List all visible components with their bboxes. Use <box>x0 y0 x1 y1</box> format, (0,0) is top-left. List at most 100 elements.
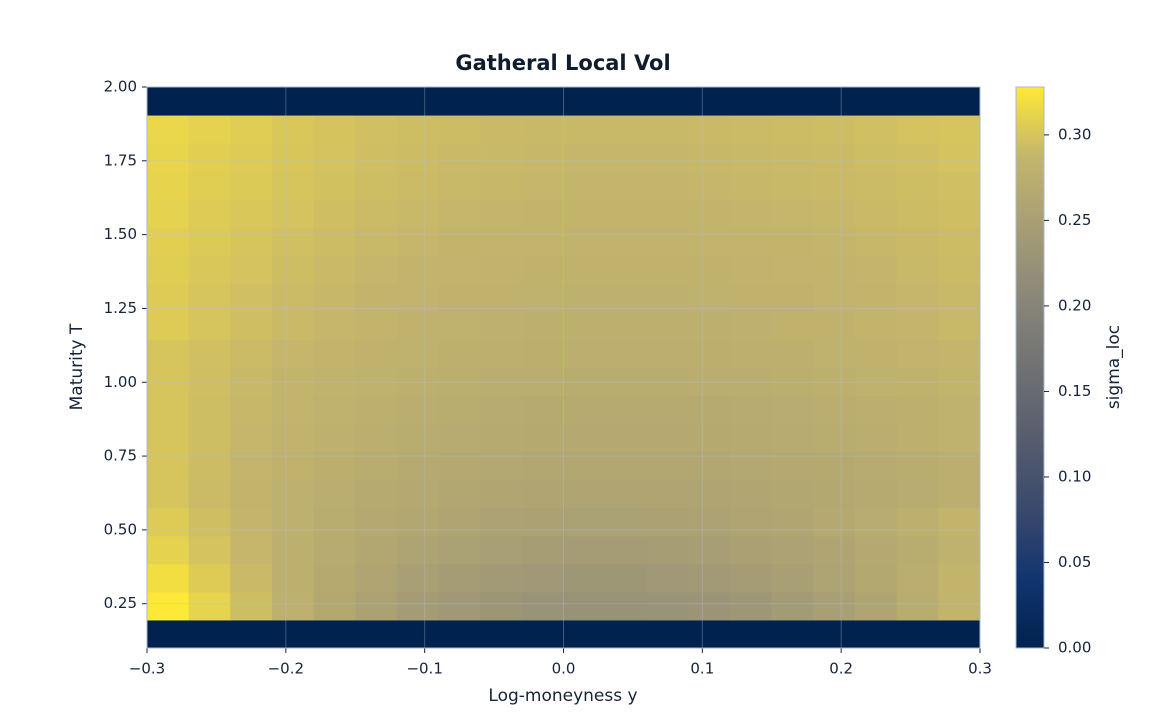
heatmap-cell <box>813 283 856 312</box>
heatmap-cell <box>147 171 190 200</box>
heatmap-cell <box>271 367 315 397</box>
heatmap-cell <box>480 619 523 649</box>
heatmap-cell <box>688 619 731 649</box>
heatmap-cell <box>563 339 606 368</box>
heatmap-cell <box>396 591 440 621</box>
heatmap-cell <box>188 227 231 256</box>
heatmap-cell <box>605 479 648 509</box>
heatmap-cell <box>438 367 481 397</box>
heatmap-cell <box>813 199 856 228</box>
heatmap-cell <box>605 199 648 228</box>
heatmap-cell <box>688 367 731 397</box>
x-tick-label: 0.0 <box>552 660 576 678</box>
heatmap-cell <box>147 367 190 397</box>
heatmap-cell <box>438 311 481 340</box>
heatmap-cell <box>313 479 356 509</box>
heatmap-cell <box>855 563 898 593</box>
heatmap-cell <box>438 339 481 368</box>
heatmap-cell <box>271 115 315 144</box>
heatmap-cell <box>938 367 981 397</box>
heatmap-cell <box>480 255 523 284</box>
heatmap-cell <box>855 115 898 144</box>
heatmap-cell <box>271 199 315 228</box>
heatmap-cell <box>396 143 440 172</box>
heatmap-cell <box>563 115 606 144</box>
heatmap-cell <box>147 563 190 593</box>
heatmap-cell <box>480 227 523 256</box>
heatmap-cell <box>771 255 814 284</box>
colorbar-tick-label: 0.25 <box>1058 211 1091 229</box>
heatmap-cell <box>605 507 648 537</box>
heatmap-cell <box>938 563 981 593</box>
heatmap-cell <box>896 227 939 256</box>
heatmap-cell <box>313 591 356 621</box>
heatmap-cell <box>188 591 231 621</box>
heatmap-cell <box>730 115 773 144</box>
heatmap-cell <box>521 255 564 284</box>
heatmap-cell <box>771 87 814 116</box>
heatmap-cell <box>896 451 939 481</box>
heatmap-cell <box>480 143 523 172</box>
heatmap-cell <box>188 563 231 593</box>
heatmap-cell <box>521 479 564 509</box>
heatmap-cell <box>480 591 523 621</box>
heatmap-cell <box>813 311 856 340</box>
heatmap-cell <box>271 255 315 284</box>
heatmap-cell <box>188 535 231 565</box>
heatmap-cell <box>396 171 440 200</box>
heatmap-cell <box>855 367 898 397</box>
heatmap-cell <box>896 367 939 397</box>
colorbar-label: sigma_loc <box>1104 325 1124 409</box>
heatmap-cell <box>938 591 981 621</box>
heatmap-cell <box>688 283 731 312</box>
heatmap-cell <box>813 423 856 453</box>
heatmap-cell <box>230 619 273 649</box>
heatmap-cell <box>771 199 814 228</box>
heatmap-cell <box>771 311 814 340</box>
heatmap-cell <box>521 171 564 200</box>
heatmap-cell <box>938 227 981 256</box>
heatmap-cell <box>271 423 315 453</box>
heatmap-cell <box>563 283 606 312</box>
heatmap-cell <box>646 171 689 200</box>
x-tick-label: 0.1 <box>690 660 714 678</box>
heatmap-cell <box>646 535 689 565</box>
heatmap-cell <box>605 143 648 172</box>
heatmap-cell <box>396 283 440 312</box>
heatmap-cell <box>688 199 731 228</box>
heatmap-cell <box>771 479 814 509</box>
heatmap-cell <box>355 367 398 397</box>
heatmap-cell <box>313 87 356 116</box>
heatmap-cell <box>646 591 689 621</box>
heatmap-cell <box>271 227 315 256</box>
heatmap-cell <box>855 591 898 621</box>
heatmap-cell <box>271 507 315 537</box>
heatmap-cell <box>396 227 440 256</box>
y-tick-label: 0.75 <box>104 447 137 465</box>
heatmap-cell <box>188 87 231 116</box>
heatmap-cell <box>355 339 398 368</box>
heatmap-cell <box>355 199 398 228</box>
heatmap-cell <box>396 479 440 509</box>
heatmap-cell <box>355 283 398 312</box>
heatmap-cell <box>563 87 606 116</box>
heatmap-cell <box>480 507 523 537</box>
heatmap-cell <box>230 283 273 312</box>
heatmap-cell <box>813 479 856 509</box>
x-tick-label: −0.2 <box>268 660 304 678</box>
x-tick-label: −0.3 <box>129 660 165 678</box>
heatmap-cell <box>230 591 273 621</box>
heatmap-cell <box>813 87 856 116</box>
heatmap-cell <box>855 227 898 256</box>
heatmap-cell <box>480 451 523 481</box>
colorbar <box>1015 86 1045 649</box>
heatmap-cell <box>688 479 731 509</box>
heatmap-cell <box>730 423 773 453</box>
heatmap-cell <box>438 115 481 144</box>
heatmap-cell <box>396 535 440 565</box>
heatmap-cell <box>230 311 273 340</box>
heatmap-cell <box>313 283 356 312</box>
heatmap-cell <box>271 311 315 340</box>
heatmap-cell <box>438 143 481 172</box>
